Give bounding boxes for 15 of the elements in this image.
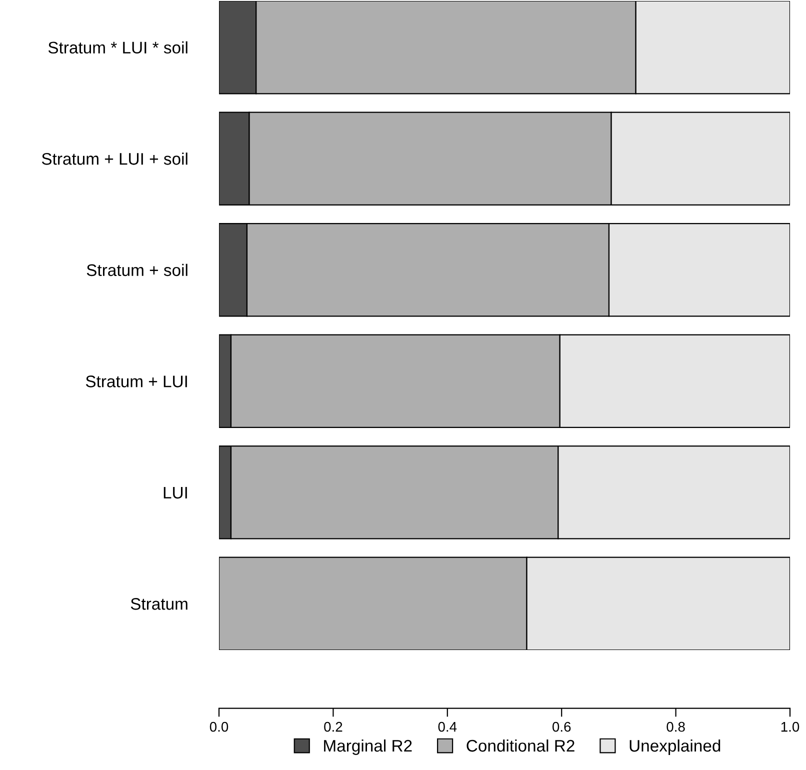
y-tick-label: Stratum + soil: [86, 264, 188, 276]
x-tick-label: 0.4: [438, 722, 457, 732]
x-tick-label: 0.8: [666, 722, 685, 732]
legend-label: Unexplained: [630, 739, 720, 755]
y-tick-label: Stratum * LUI * soil: [48, 41, 188, 54]
x-tick-label: 0.6: [552, 722, 571, 732]
legend-label: Marginal R2: [324, 739, 412, 755]
x-tick-label: 0.0: [210, 722, 228, 732]
x-tick-label: 0.2: [324, 722, 342, 732]
legend-label: Conditional R2: [466, 739, 574, 752]
y-tick-label: Stratum + LUI + soil: [42, 152, 188, 165]
y-tick-label: Stratum + LUI: [86, 376, 187, 388]
y-tick-label: Stratum: [130, 598, 188, 610]
y-tick-label: LUI: [164, 486, 187, 499]
x-tick-label: 1.0: [781, 722, 800, 732]
